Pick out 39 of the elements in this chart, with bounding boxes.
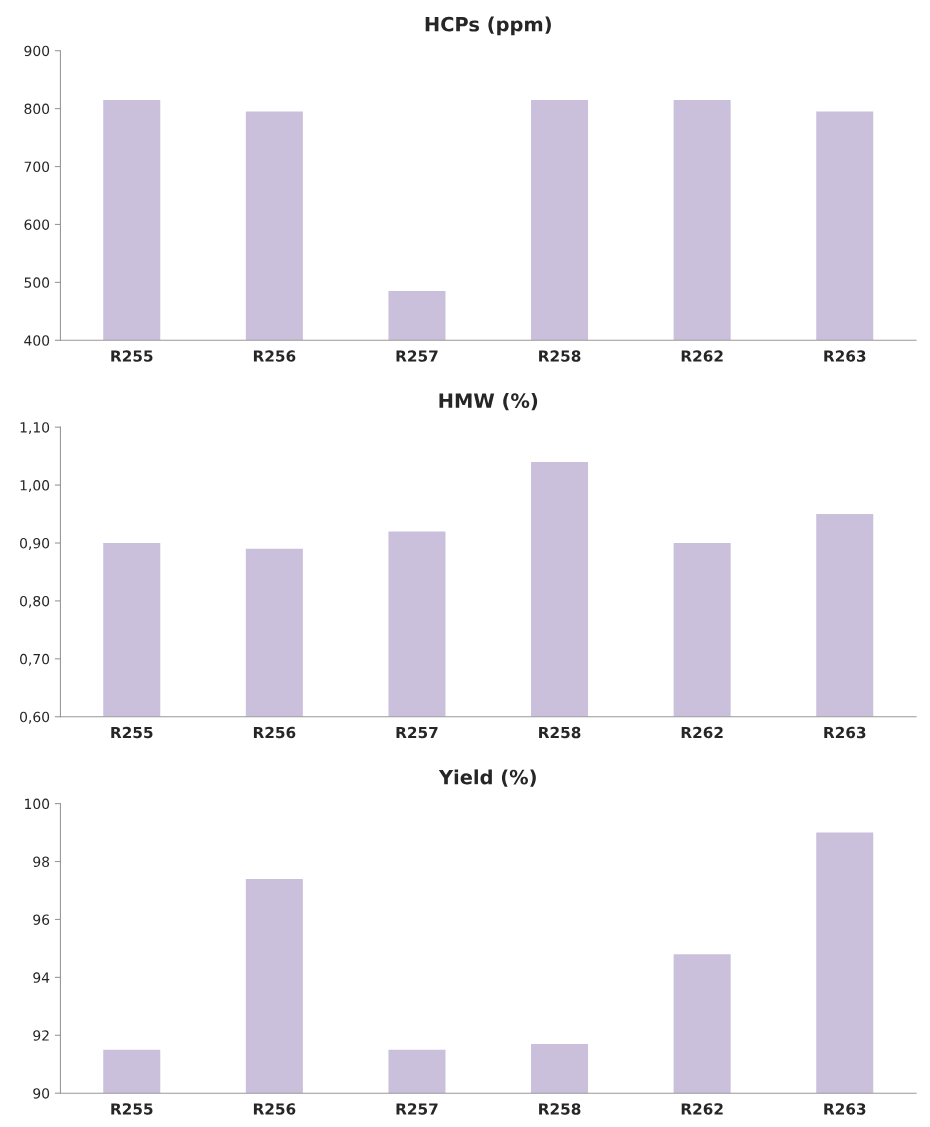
x-tick-label: R255 bbox=[111, 726, 153, 739]
x-tick-label: R263 bbox=[824, 1103, 866, 1115]
x-tick-label: R263 bbox=[824, 726, 866, 739]
y-tick-label: 100 bbox=[25, 798, 50, 810]
x-tick-label: R262 bbox=[681, 1103, 723, 1115]
x-tick-label: R256 bbox=[253, 350, 296, 362]
y-tick-label: 800 bbox=[24, 103, 50, 115]
x-tick-label: R256 bbox=[253, 1103, 296, 1115]
y-tick-label: 1,00 bbox=[20, 480, 50, 492]
y-tick-label: 0,60 bbox=[20, 711, 50, 724]
y-tick-label: 400 bbox=[24, 335, 50, 346]
y-tick-label: 96 bbox=[33, 914, 50, 925]
chart-title: Yield (%) bbox=[438, 769, 536, 787]
x-tick-label: R258 bbox=[539, 726, 581, 739]
x-tick-label: R256 bbox=[253, 726, 296, 739]
x-tick-label: R257 bbox=[396, 726, 438, 739]
x-tick-label: R258 bbox=[539, 350, 581, 362]
y-tick-label: 500 bbox=[24, 277, 50, 288]
y-tick-label: 0,90 bbox=[20, 537, 50, 550]
x-tick-label: R255 bbox=[111, 1103, 153, 1115]
y-tick-label: 98 bbox=[33, 856, 50, 867]
y-tick-label: 700 bbox=[24, 161, 50, 173]
chart-title: HCPs (ppm) bbox=[425, 16, 551, 36]
y-tick-label: 92 bbox=[33, 1030, 49, 1041]
y-tick-label: 0,70 bbox=[20, 653, 50, 666]
x-tick-label: R258 bbox=[539, 1103, 581, 1115]
x-tick-label: R257 bbox=[396, 1103, 438, 1115]
y-tick-label: 600 bbox=[24, 219, 50, 230]
y-tick-label: 90 bbox=[33, 1088, 50, 1099]
chart-title: HMW (%) bbox=[439, 392, 538, 411]
x-tick-label: R263 bbox=[824, 350, 866, 362]
x-tick-label: R262 bbox=[681, 350, 723, 362]
y-tick-label: 94 bbox=[33, 972, 50, 983]
x-tick-label: R257 bbox=[396, 350, 438, 362]
y-tick-label: 1,10 bbox=[20, 422, 50, 435]
x-tick-label: R255 bbox=[111, 350, 153, 362]
y-tick-label: 900 bbox=[24, 45, 50, 57]
y-tick-label: 0,80 bbox=[20, 595, 50, 608]
x-tick-label: R262 bbox=[681, 726, 723, 739]
